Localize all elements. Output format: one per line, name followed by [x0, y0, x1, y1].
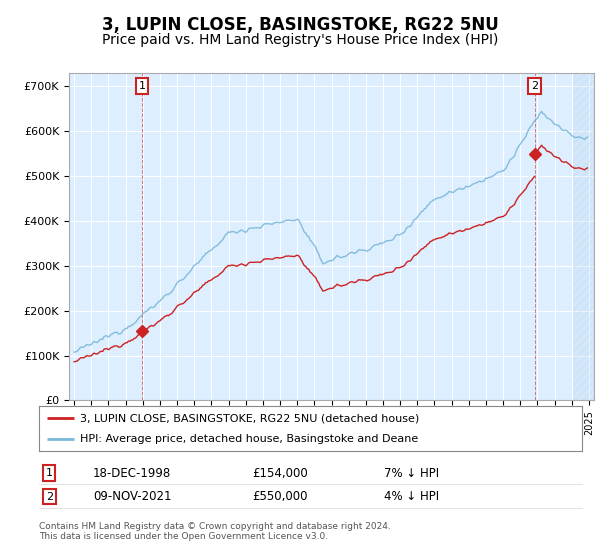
Text: £154,000: £154,000: [252, 466, 308, 480]
Text: HPI: Average price, detached house, Basingstoke and Deane: HPI: Average price, detached house, Basi…: [80, 433, 418, 444]
Text: 4% ↓ HPI: 4% ↓ HPI: [384, 490, 439, 503]
Text: £550,000: £550,000: [252, 490, 308, 503]
Text: 1: 1: [139, 81, 146, 91]
Text: 18-DEC-1998: 18-DEC-1998: [93, 466, 171, 480]
Bar: [573, 73, 594, 400]
Text: 2: 2: [46, 492, 53, 502]
Text: Price paid vs. HM Land Registry's House Price Index (HPI): Price paid vs. HM Land Registry's House …: [102, 33, 498, 47]
Text: 3, LUPIN CLOSE, BASINGSTOKE, RG22 5NU (detached house): 3, LUPIN CLOSE, BASINGSTOKE, RG22 5NU (d…: [80, 413, 419, 423]
Text: 1: 1: [46, 468, 53, 478]
Text: 7% ↓ HPI: 7% ↓ HPI: [384, 466, 439, 480]
Text: 2: 2: [531, 81, 538, 91]
Text: Contains HM Land Registry data © Crown copyright and database right 2024.
This d: Contains HM Land Registry data © Crown c…: [39, 522, 391, 542]
Text: 09-NOV-2021: 09-NOV-2021: [93, 490, 172, 503]
Text: 3, LUPIN CLOSE, BASINGSTOKE, RG22 5NU: 3, LUPIN CLOSE, BASINGSTOKE, RG22 5NU: [101, 16, 499, 34]
